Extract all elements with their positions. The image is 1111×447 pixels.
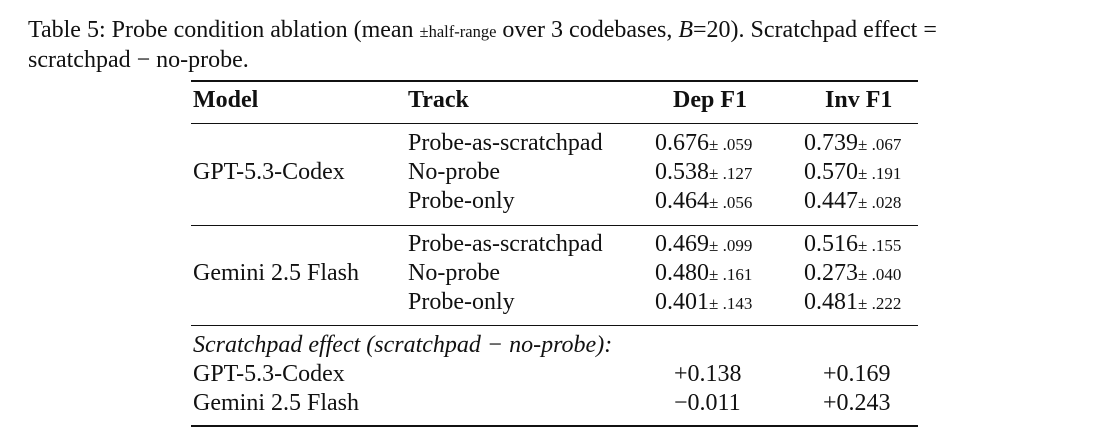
track-name: No-probe bbox=[408, 260, 500, 286]
track-name: Probe-only bbox=[408, 188, 515, 214]
bottom-rule bbox=[191, 425, 918, 427]
table-caption: Table 5: Probe condition ablation (mean … bbox=[28, 16, 1088, 75]
header-inv-f1: Inv F1 bbox=[825, 87, 893, 113]
dep-f1-value: 0.676± .059 bbox=[655, 130, 753, 156]
effect-inv-value: +0.243 bbox=[823, 390, 891, 416]
effect-section-title: Scratchpad effect (scratchpad − no-probe… bbox=[193, 332, 613, 358]
caption-prefix: Table 5: Probe condition ablation (mean bbox=[28, 17, 420, 43]
dep-f1-value: 0.480± .161 bbox=[655, 260, 753, 286]
inv-f1-value: 0.447± .028 bbox=[804, 188, 902, 214]
caption-mid: over 3 codebases, bbox=[496, 17, 679, 43]
inv-f1-value: 0.273± .040 bbox=[804, 260, 902, 286]
dep-f1-value: 0.401± .143 bbox=[655, 289, 753, 315]
header-rule bbox=[191, 123, 918, 124]
effect-dep-value: +0.138 bbox=[674, 361, 742, 387]
caption-line-2: scratchpad − no-probe. bbox=[28, 47, 249, 73]
group-rule-1 bbox=[191, 225, 918, 226]
inv-f1-value: 0.739± .067 bbox=[804, 130, 902, 156]
effect-model-name: GPT-5.3-Codex bbox=[193, 361, 345, 387]
caption-b-variable: B bbox=[678, 17, 694, 43]
track-name: Probe-as-scratchpad bbox=[408, 231, 603, 257]
model-name: GPT-5.3-Codex bbox=[193, 159, 345, 185]
header-dep-f1: Dep F1 bbox=[673, 87, 747, 113]
track-name: Probe-only bbox=[408, 289, 515, 315]
inv-f1-value: 0.570± .191 bbox=[804, 159, 902, 185]
caption-half-range: half-range bbox=[428, 22, 497, 41]
caption-b-value: =20). Scratchpad effect = bbox=[693, 17, 937, 43]
header-model: Model bbox=[193, 87, 259, 113]
track-name: Probe-as-scratchpad bbox=[408, 130, 603, 156]
dep-f1-value: 0.464± .056 bbox=[655, 188, 753, 214]
inv-f1-value: 0.481± .222 bbox=[804, 289, 902, 315]
group-rule-2 bbox=[191, 325, 918, 326]
track-name: No-probe bbox=[408, 159, 500, 185]
inv-f1-value: 0.516± .155 bbox=[804, 231, 902, 257]
dep-f1-value: 0.469± .099 bbox=[655, 231, 753, 257]
effect-model-name: Gemini 2.5 Flash bbox=[193, 390, 359, 416]
effect-dep-value: −0.011 bbox=[674, 390, 741, 416]
top-rule bbox=[191, 80, 918, 82]
dep-f1-value: 0.538± .127 bbox=[655, 159, 753, 185]
caption-pm: ± bbox=[419, 22, 429, 41]
model-name: Gemini 2.5 Flash bbox=[193, 260, 359, 286]
effect-inv-value: +0.169 bbox=[823, 361, 891, 387]
header-track: Track bbox=[408, 87, 469, 113]
